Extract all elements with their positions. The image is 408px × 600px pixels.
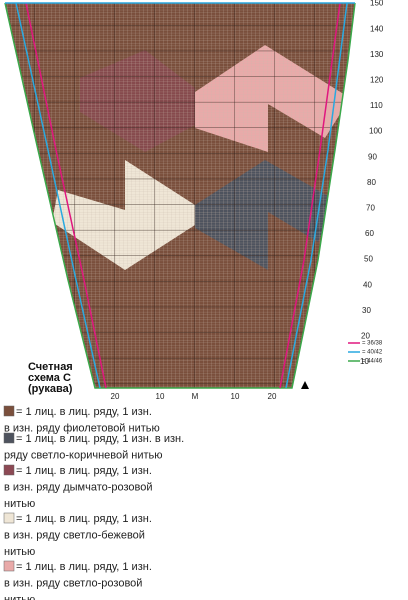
column-label: 20	[268, 392, 277, 401]
size-label: = 44/46	[362, 359, 383, 365]
row-label: 70	[366, 204, 375, 213]
row-label: 150	[370, 0, 384, 8]
legend-text: = 1 лиц. в лиц. ряду, 1 изн.	[16, 465, 152, 477]
chart-body	[5, 3, 355, 388]
legend-text: в изн. ряду дымчато-розовой	[4, 482, 153, 494]
legend-text: нитью	[4, 498, 35, 510]
legend-swatch	[3, 464, 15, 476]
row-label: 90	[368, 152, 377, 161]
column-label: M	[192, 392, 199, 401]
row-label: 30	[362, 306, 371, 315]
row-label: 10	[360, 357, 369, 366]
legend-text: = 1 лиц. в лиц. ряду, 1 изн.	[16, 561, 152, 573]
row-label: 120	[370, 76, 384, 85]
legend-swatch	[3, 405, 15, 417]
legend-swatch	[3, 432, 15, 444]
row-label: 100	[369, 127, 383, 136]
row-label: 110	[370, 101, 383, 110]
title-line: схема С	[28, 372, 71, 384]
legend-swatch	[3, 560, 15, 572]
row-label: 50	[364, 255, 373, 264]
legend-text: = 1 лиц. в лиц. ряду, 1 изн.	[16, 513, 152, 525]
legend-text: ряду светло-коричневой нитью	[4, 450, 163, 462]
column-label: 10	[231, 392, 240, 401]
row-label: 20	[361, 332, 370, 341]
column-label: 10	[156, 392, 165, 401]
size-label: = 36/38	[362, 341, 383, 347]
row-label: 40	[363, 280, 372, 289]
row-label: 140	[370, 24, 384, 33]
legend-text: = 1 лиц. в лиц. ряду, 1 изн. в изн.	[16, 433, 184, 445]
title-line: Счетная	[28, 361, 73, 373]
row-label: 130	[370, 50, 384, 59]
size-label: = 40/42	[362, 350, 383, 356]
column-label: 20	[111, 392, 120, 401]
legend-swatch	[3, 512, 15, 524]
row-label: 80	[367, 178, 376, 187]
legend-text: нитью	[4, 546, 35, 558]
legend-text: в изн. ряду фиолетовой нитью	[4, 423, 160, 435]
legend-text: = 1 лиц. в лиц. ряду, 1 изн.	[16, 406, 152, 418]
legend-text: нитью	[4, 594, 35, 600]
title-line: (рукава)	[28, 383, 73, 395]
row-label: 60	[365, 229, 374, 238]
legend-text: в изн. ряду светло-розовой	[4, 578, 142, 590]
legend-text: в изн. ряду светло-бежевой	[4, 530, 145, 542]
